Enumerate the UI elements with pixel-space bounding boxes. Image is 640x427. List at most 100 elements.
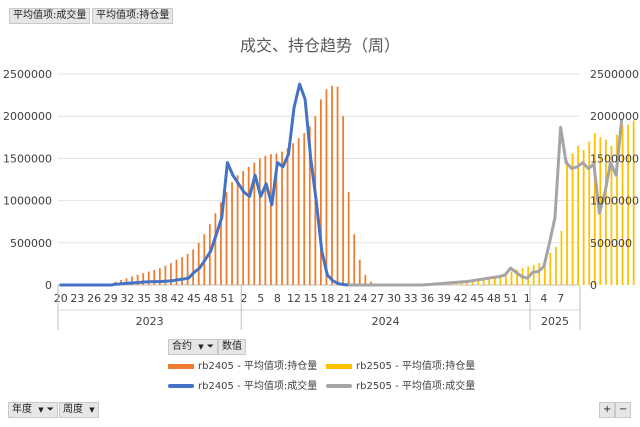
x-tick-label: 48 <box>204 292 218 305</box>
x-tick-label: 24 <box>354 292 368 305</box>
bar <box>164 265 167 285</box>
contract-field-label: 合约 <box>172 341 192 352</box>
bar <box>153 269 156 285</box>
bar <box>505 273 507 285</box>
contract-field-button[interactable]: 合约 ▼ ⏷ <box>168 339 218 355</box>
bar <box>197 242 200 285</box>
y-tick-label-left: 1500000 <box>3 152 52 165</box>
bar <box>336 86 339 285</box>
bar <box>466 282 468 285</box>
field-button-volume[interactable]: 平均值项:成交量 <box>9 8 91 24</box>
legend-rb2505-volume: rb2505 - 平均值项:成交量 <box>326 377 475 392</box>
bar <box>471 281 474 285</box>
bar <box>297 138 300 285</box>
x-tick-label: 20 <box>54 292 68 305</box>
bar <box>516 269 518 285</box>
bar <box>131 276 133 285</box>
field-button-open-interest[interactable]: 平均值项:持仓量 <box>92 8 174 24</box>
x-tick-label: 1 <box>524 292 531 305</box>
expand-button[interactable]: + <box>599 402 615 418</box>
bar <box>358 259 361 285</box>
legend-swatch-orange <box>168 363 194 369</box>
x-tick-label: 5 <box>257 292 264 305</box>
bar <box>181 257 183 285</box>
bar <box>275 153 278 285</box>
year-field-button[interactable]: 年度 ▼ ⏷ <box>8 402 58 418</box>
x-tick-label: 33 <box>404 292 418 305</box>
x-group-label: 2025 <box>541 315 569 328</box>
week-field-label: 周度 <box>63 404 83 415</box>
axes: 0 0 500000 500000 1000000 1000000 1500000 15000… <box>3 68 639 330</box>
bar <box>364 274 367 285</box>
x-tick-label: 21 <box>337 292 351 305</box>
bar <box>488 278 491 285</box>
bar <box>616 134 618 285</box>
legend-label: rb2505 - 平均值项:持仓量 <box>356 361 476 372</box>
y-tick-label-left: 2000000 <box>3 110 52 123</box>
bar <box>582 149 585 285</box>
bar <box>125 278 128 285</box>
y-tick-label-right: 1500000 <box>590 152 639 165</box>
x-group-label: 2023 <box>136 315 164 328</box>
x-group-label: 2024 <box>372 315 400 328</box>
year-field-label: 年度 <box>12 404 32 415</box>
chart-title: 成交、持仓趋势（周） <box>240 36 400 55</box>
dropdown-arrow-icon: ▼ <box>89 406 95 414</box>
bar <box>538 263 541 285</box>
bar <box>604 139 607 285</box>
filter-icon: ⏷ <box>46 405 54 415</box>
y-tick-label-left: 1000000 <box>3 195 52 208</box>
bar <box>588 141 591 285</box>
legend-swatch-blue <box>168 384 194 388</box>
x-tick-label: 12 <box>287 292 301 305</box>
bar <box>319 99 322 285</box>
bar <box>627 124 629 285</box>
legend-label: rb2405 - 平均值项:成交量 <box>198 381 318 392</box>
bar <box>258 158 261 285</box>
series-line <box>348 118 624 287</box>
legend-rb2405-volume: rb2405 - 平均值项:成交量 <box>168 377 317 392</box>
bar <box>186 253 189 285</box>
values-field-button[interactable]: 数值 <box>218 339 246 355</box>
collapse-button[interactable]: − <box>615 402 631 418</box>
bar <box>566 160 568 285</box>
bar <box>571 153 574 285</box>
x-tick-label: 30 <box>387 292 401 305</box>
x-tick-label: 18 <box>320 292 334 305</box>
bar <box>532 264 535 285</box>
y-tick-label-right: 1000000 <box>590 195 639 208</box>
bar <box>632 120 635 285</box>
gridlines <box>58 73 580 286</box>
x-tick-label: 23 <box>70 292 84 305</box>
y-tick-label-right: 0 <box>590 279 597 292</box>
legend-rb2405-open-interest: rb2405 - 平均值项:持仓量 <box>168 357 317 372</box>
x-tick-label: 4 <box>540 292 547 305</box>
x-tick-label: 42 <box>454 292 468 305</box>
legend-swatch-gray <box>326 384 352 388</box>
y-tick-label-left: 0 <box>45 279 52 292</box>
x-tick-label: 45 <box>187 292 201 305</box>
week-field-button[interactable]: 周度 ▼ <box>59 402 99 418</box>
bar <box>331 85 333 285</box>
bar <box>236 175 239 285</box>
bar <box>247 166 250 285</box>
bar <box>555 247 557 285</box>
bar <box>136 274 139 285</box>
bar <box>610 145 613 285</box>
legend-label: rb2405 - 平均值项:持仓量 <box>198 361 318 372</box>
bar <box>593 133 596 285</box>
x-tick-label: 32 <box>120 292 134 305</box>
bar <box>369 281 372 285</box>
bar <box>455 284 457 285</box>
bar <box>543 259 546 285</box>
bar <box>549 252 552 285</box>
x-tick-label: 42 <box>170 292 184 305</box>
bar <box>214 213 217 285</box>
bar <box>510 271 513 285</box>
legend-swatch-yellow <box>326 363 352 369</box>
x-tick-label: 51 <box>504 292 518 305</box>
bar <box>499 274 502 285</box>
bar <box>347 192 350 285</box>
line-series <box>59 82 624 287</box>
